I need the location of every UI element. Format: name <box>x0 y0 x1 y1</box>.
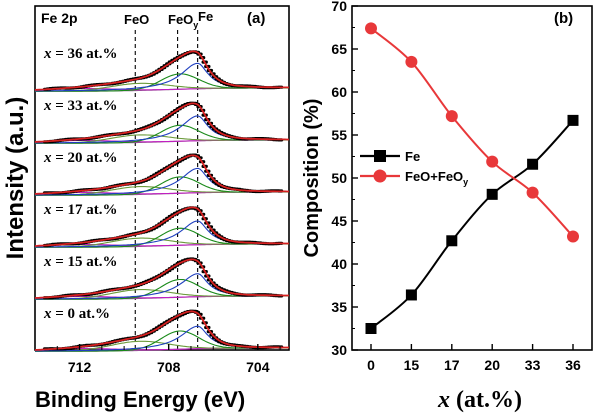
panel-a-label: (a) <box>247 10 265 27</box>
series-line <box>370 27 574 238</box>
data-point-circle <box>567 230 579 243</box>
spectrum-1: x = 33 at.% <box>34 98 289 144</box>
spectrum-2: x = 20 at.% <box>34 150 289 196</box>
panel-b: 30 35 40 45 50 55 60 65 70 0 15 17 20 33 36 (b) Fe FeO… <box>301 0 593 413</box>
panel-b-frame <box>351 5 593 351</box>
data-point-circle <box>526 186 539 199</box>
x-tick-label: 20 <box>484 357 500 373</box>
legend: Fe FeO+FeOy <box>360 149 468 187</box>
series-feo-feoy <box>365 22 579 243</box>
panel-a-y-axis-title: Intensity (a.u.) <box>2 97 29 260</box>
inset-title: Fe 2p <box>41 10 78 26</box>
x-tick-label: 33 <box>525 357 541 373</box>
spectrum-label: x = 15 at.% <box>43 254 118 270</box>
y-tick-label: 35 <box>331 299 347 315</box>
y-tick-label: 40 <box>331 256 347 272</box>
legend-marker-square <box>374 150 386 162</box>
spectrum-label: x = 17 at.% <box>43 202 118 218</box>
y-tick-label: 45 <box>331 213 347 229</box>
x-tick-label: 15 <box>404 357 420 373</box>
data-point-square <box>405 289 417 301</box>
spectrum-5: x = 0 at.% <box>34 306 289 352</box>
component-envelope <box>34 310 289 351</box>
data-point-circle <box>365 22 377 35</box>
component-feoy <box>35 227 289 248</box>
spectrum-3: x = 17 at.% <box>34 202 289 248</box>
panel-b-label: (b) <box>554 10 573 27</box>
legend-marker-circle <box>373 169 387 183</box>
x-tick-label: 36 <box>565 357 581 373</box>
y-tick-label: 65 <box>331 41 347 57</box>
y-tick-label: 60 <box>331 84 347 100</box>
x-tick-label: 712 <box>68 359 92 375</box>
spectra-group: x = 36 at.% x = 33 at.% x = 20 at.% x = 17 … <box>34 46 290 352</box>
spectrum-label: x = 36 at.% <box>43 46 118 62</box>
series-line <box>370 119 574 330</box>
legend-label-fe: Fe <box>405 149 420 164</box>
spectrum-4: x = 15 at.% <box>34 254 289 300</box>
legend-item-fe: Fe <box>360 149 420 164</box>
data-point-square <box>486 188 498 200</box>
x-tick-label: 0 <box>367 357 375 373</box>
spectrum-label: x = 20 at.% <box>43 150 118 166</box>
component-envelope <box>34 50 290 91</box>
panel-b-series <box>365 22 579 334</box>
panel-b-x-axis-title: x (at.%) <box>437 387 522 413</box>
panel-a-x-ticks: 712 708 704 <box>56 344 281 375</box>
x-tick-label: 704 <box>246 359 270 375</box>
ref-label-feoy: FeOy <box>168 12 198 30</box>
y-tick-label: 30 <box>331 342 347 358</box>
y-tick-label: 50 <box>331 170 347 186</box>
panel-b-y-axis-title: Composition (%) <box>301 99 323 258</box>
data-point-square <box>527 158 539 170</box>
spectrum-label: x = 33 at.% <box>43 98 118 114</box>
data-point-square <box>567 114 579 126</box>
data-point-circle <box>405 55 418 68</box>
spectrum-label: x = 0 at.% <box>43 306 110 322</box>
component-envelope <box>34 102 289 143</box>
data-point-circle <box>445 110 458 123</box>
component-feoy <box>35 73 289 92</box>
panel-a: x = 36 at.% x = 33 at.% x = 20 at.% x = 17 … <box>2 5 290 412</box>
data-point-square <box>365 323 377 334</box>
data-point-square <box>446 235 458 247</box>
x-tick-label: 708 <box>157 359 181 375</box>
data-point-circle <box>486 155 499 168</box>
ref-label-feo: FeO <box>124 12 149 27</box>
x-tick-label: 17 <box>444 357 460 373</box>
component-envelope <box>34 206 289 247</box>
y-tick-label: 55 <box>331 127 347 143</box>
component-envelope <box>34 258 289 299</box>
legend-label-feo-feoy: FeO+FeOy <box>405 169 468 187</box>
spectrum-0: x = 36 at.% <box>34 46 290 92</box>
legend-item-feo-feoy: FeO+FeOy <box>360 169 468 187</box>
series-fe <box>365 114 579 334</box>
y-tick-label: 70 <box>331 0 347 14</box>
ref-label-fe: Fe <box>198 9 213 24</box>
panel-b-ticks: 30 35 40 45 50 55 60 65 70 0 15 17 20 33 36 <box>331 0 581 373</box>
component-envelope <box>34 154 289 195</box>
panel-a-x-axis-title: Binding Energy (eV) <box>35 387 245 412</box>
